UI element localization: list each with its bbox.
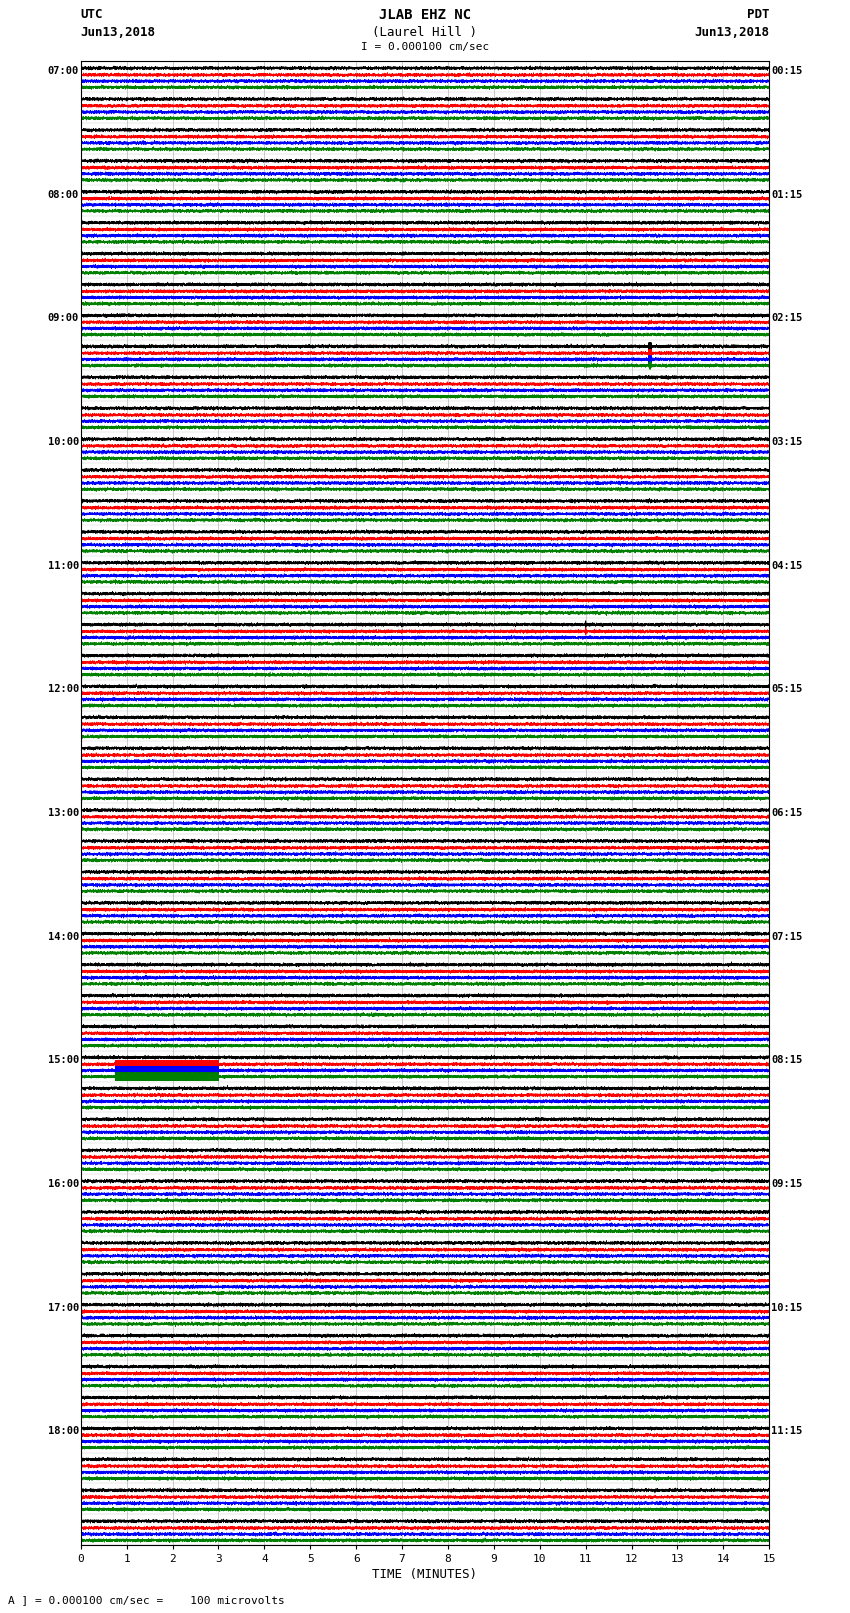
Text: 00:15: 00:15 xyxy=(771,66,802,76)
Text: 06:15: 06:15 xyxy=(771,808,802,818)
Text: 09:00: 09:00 xyxy=(48,313,79,323)
Text: 10:00: 10:00 xyxy=(48,437,79,447)
Text: 11:00: 11:00 xyxy=(48,561,79,571)
Text: 09:15: 09:15 xyxy=(771,1179,802,1189)
Text: 12:00: 12:00 xyxy=(48,684,79,694)
Text: 08:15: 08:15 xyxy=(771,1055,802,1065)
Text: UTC: UTC xyxy=(81,8,103,21)
Text: 07:00: 07:00 xyxy=(48,66,79,76)
Text: 15:00: 15:00 xyxy=(48,1055,79,1065)
Text: 07:15: 07:15 xyxy=(771,932,802,942)
Text: Jun13,2018: Jun13,2018 xyxy=(81,26,156,39)
Text: 13:00: 13:00 xyxy=(48,808,79,818)
Text: 16:00: 16:00 xyxy=(48,1179,79,1189)
Text: 17:00: 17:00 xyxy=(48,1303,79,1313)
Text: (Laurel Hill ): (Laurel Hill ) xyxy=(372,26,478,39)
Text: 03:15: 03:15 xyxy=(771,437,802,447)
X-axis label: TIME (MINUTES): TIME (MINUTES) xyxy=(372,1568,478,1581)
Text: 08:00: 08:00 xyxy=(48,190,79,200)
Text: Jun13,2018: Jun13,2018 xyxy=(694,26,769,39)
Text: 05:15: 05:15 xyxy=(771,684,802,694)
Text: 02:15: 02:15 xyxy=(771,313,802,323)
Text: 11:15: 11:15 xyxy=(771,1426,802,1436)
Text: A ] = 0.000100 cm/sec =    100 microvolts: A ] = 0.000100 cm/sec = 100 microvolts xyxy=(8,1595,286,1605)
Text: 18:00: 18:00 xyxy=(48,1426,79,1436)
Text: 04:15: 04:15 xyxy=(771,561,802,571)
Text: PDT: PDT xyxy=(747,8,769,21)
Text: I = 0.000100 cm/sec: I = 0.000100 cm/sec xyxy=(361,42,489,52)
Text: 01:15: 01:15 xyxy=(771,190,802,200)
Text: 14:00: 14:00 xyxy=(48,932,79,942)
Text: JLAB EHZ NC: JLAB EHZ NC xyxy=(379,8,471,23)
Text: 10:15: 10:15 xyxy=(771,1303,802,1313)
